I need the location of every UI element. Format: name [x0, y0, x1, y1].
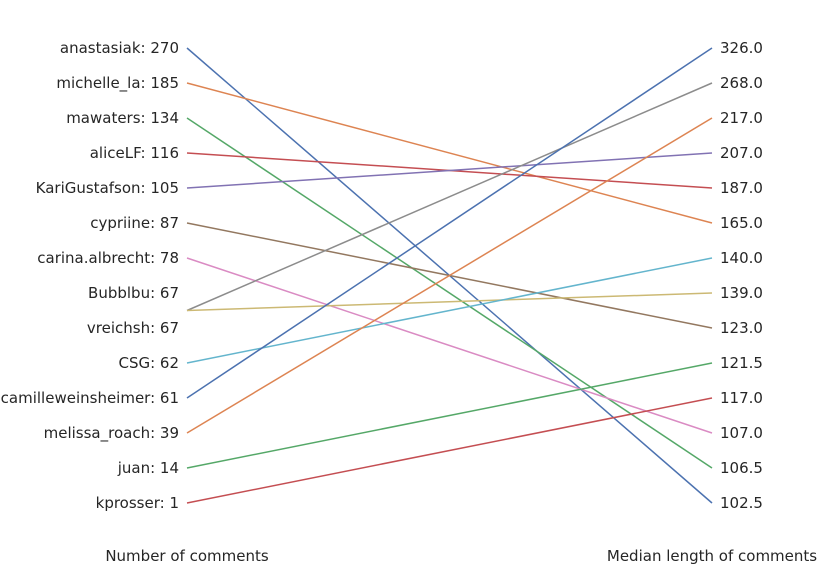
left-label: KariGustafson: 105	[36, 179, 179, 197]
right-label: 207.0	[720, 144, 763, 162]
slope-line-vreichsh	[186, 292, 713, 312]
left-label: melissa_roach: 39	[44, 424, 179, 443]
right-rank-labels: 326.0 268.0 217.0 207.0 187.0 165.0 140.0 139.0…	[720, 39, 763, 512]
left-label: kprosser: 1	[96, 494, 179, 512]
left-label: cypriine: 87	[90, 214, 179, 232]
left-label: vreichsh: 67	[87, 319, 179, 337]
slope-line-camilleweinsheimer	[186, 47, 713, 399]
slope-line-karigustafson	[186, 152, 713, 189]
slope-line-kprosser	[186, 397, 713, 504]
slope-line-juan	[186, 362, 713, 469]
right-label: 123.0	[720, 319, 763, 337]
left-label: camilleweinsheimer: 61	[1, 389, 179, 407]
slope-line-bubblbu	[186, 82, 713, 312]
left-rank-labels: anastasiak: 270 michelle_la: 185 mawaters:…	[1, 39, 179, 512]
right-label: 139.0	[720, 284, 763, 302]
right-label: 268.0	[720, 74, 763, 92]
left-label: aliceLF: 116	[90, 144, 179, 162]
left-label: juan: 14	[117, 459, 179, 477]
right-label: 117.0	[720, 389, 763, 407]
right-label: 326.0	[720, 39, 763, 57]
right-label: 140.0	[720, 249, 763, 267]
slope-line-melissa-roach	[186, 117, 713, 434]
slope-line-csg	[186, 257, 713, 364]
left-label: Bubblbu: 67	[88, 284, 179, 302]
left-label: michelle_la: 185	[56, 74, 179, 93]
left-label: carina.albrecht: 78	[37, 249, 179, 267]
left-label: anastasiak: 270	[60, 39, 179, 57]
right-label: 106.5	[720, 459, 763, 477]
left-label: mawaters: 134	[66, 109, 179, 127]
right-label: 107.0	[720, 424, 763, 442]
left-label: CSG: 62	[118, 354, 179, 372]
right-label: 121.5	[720, 354, 763, 372]
left-axis-title: Number of comments	[105, 547, 269, 565]
slope-line-mawaters	[186, 117, 713, 469]
slope-line-michelle-la	[186, 82, 713, 224]
right-label: 102.5	[720, 494, 763, 512]
right-label: 187.0	[720, 179, 763, 197]
right-label: 165.0	[720, 214, 763, 232]
slope-line-carina-albrecht	[186, 257, 713, 434]
slope-lines	[186, 47, 713, 504]
right-label: 217.0	[720, 109, 763, 127]
right-axis-title: Median length of comments	[607, 547, 817, 565]
